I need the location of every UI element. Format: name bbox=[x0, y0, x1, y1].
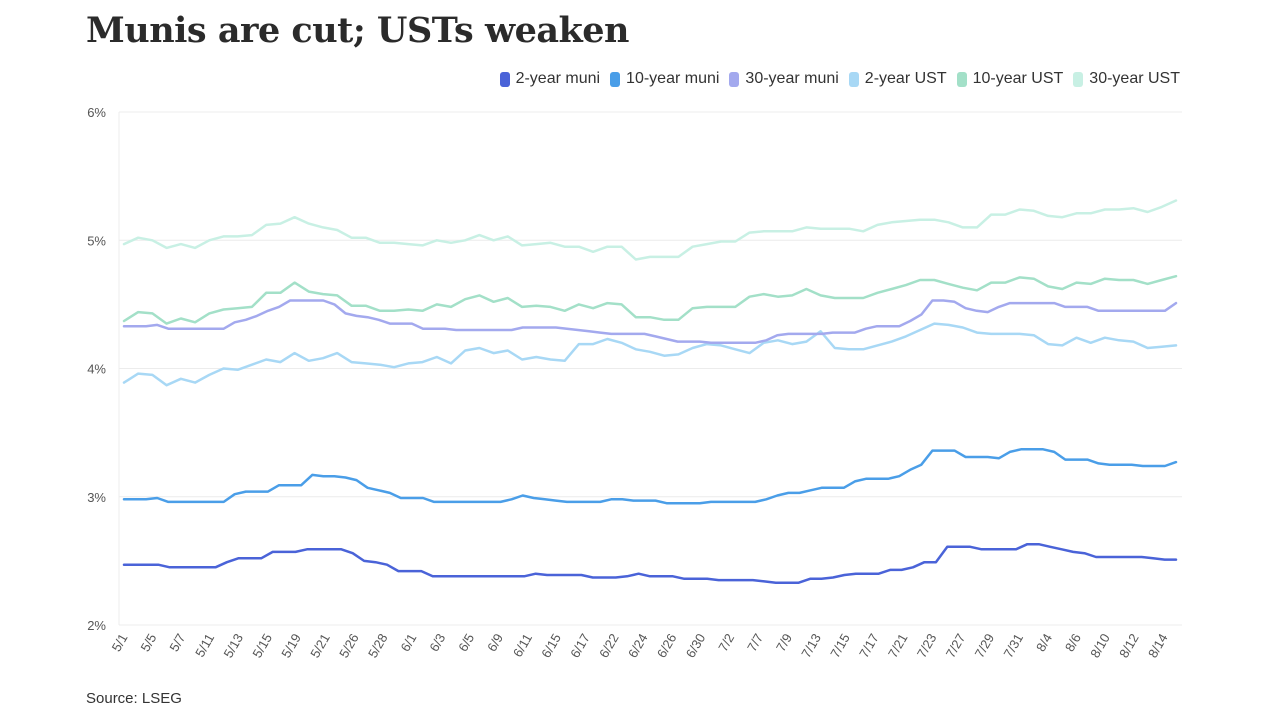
x-tick-label: 7/7 bbox=[744, 631, 766, 654]
x-tick-label: 6/24 bbox=[625, 631, 651, 660]
legend-swatch bbox=[610, 71, 621, 87]
x-tick-label: 5/26 bbox=[336, 631, 362, 660]
x-tick-label: 5/21 bbox=[307, 631, 333, 660]
x-tick-label: 8/4 bbox=[1033, 631, 1055, 654]
x-tick-label: 5/11 bbox=[192, 631, 217, 660]
x-tick-label: 6/5 bbox=[455, 631, 477, 654]
y-tick-label: 6% bbox=[87, 105, 106, 120]
x-tick-label: 7/17 bbox=[856, 631, 882, 660]
x-tick-label: 7/31 bbox=[1001, 631, 1027, 660]
legend-item: 30-year UST bbox=[1073, 70, 1180, 88]
x-tick-label: 7/15 bbox=[827, 631, 853, 660]
series-line bbox=[122, 448, 1178, 505]
x-tick-label: 6/30 bbox=[683, 631, 709, 660]
series-line bbox=[122, 542, 1178, 584]
x-tick-label: 7/29 bbox=[972, 631, 998, 660]
legend-label: 2-year UST bbox=[864, 70, 947, 87]
x-tick-label: 5/28 bbox=[365, 631, 391, 660]
y-tick-label: 5% bbox=[87, 233, 106, 248]
x-tick-label: 6/3 bbox=[426, 631, 448, 654]
x-tick-label: 5/13 bbox=[221, 631, 247, 660]
legend-label: 30-year muni bbox=[745, 70, 839, 87]
legend-swatch bbox=[1073, 71, 1084, 87]
legend-swatch bbox=[848, 71, 859, 87]
legend-swatch bbox=[499, 71, 510, 87]
x-tick-label: 8/10 bbox=[1087, 631, 1113, 660]
x-tick-label: 5/1 bbox=[109, 631, 131, 654]
legend-item: 10-year muni bbox=[610, 70, 719, 88]
x-tick-label: 5/5 bbox=[137, 631, 159, 654]
x-tick-label: 6/1 bbox=[397, 631, 419, 654]
y-axis: 2% 3% 4% 5% 6% bbox=[87, 105, 106, 633]
series-line bbox=[122, 274, 1178, 325]
x-tick-label: 5/19 bbox=[278, 631, 304, 660]
legend-swatch bbox=[729, 71, 740, 87]
y-tick-label: 2% bbox=[87, 618, 106, 633]
x-tick-label: 6/9 bbox=[484, 631, 506, 654]
x-tick-label: 8/14 bbox=[1145, 631, 1171, 660]
x-tick-label: 7/23 bbox=[914, 631, 940, 660]
x-tick-label: 7/27 bbox=[943, 631, 969, 660]
x-tick-label: 5/15 bbox=[249, 631, 275, 660]
x-tick-label: 8/6 bbox=[1062, 631, 1084, 654]
x-tick-label: 7/2 bbox=[715, 631, 737, 654]
y-tick-label: 3% bbox=[87, 490, 106, 505]
legend-label: 10-year muni bbox=[626, 70, 720, 87]
gridlines bbox=[118, 111, 1182, 626]
legend-item: 10-year UST bbox=[956, 70, 1064, 88]
series-line bbox=[122, 322, 1178, 387]
series-line bbox=[122, 199, 1178, 261]
legend-swatch bbox=[956, 71, 967, 87]
x-tick-label: 7/9 bbox=[773, 631, 795, 654]
y-tick-label: 4% bbox=[87, 362, 106, 377]
x-tick-label: 6/17 bbox=[567, 631, 593, 660]
series-line bbox=[122, 299, 1178, 345]
legend-label: 2-year muni bbox=[515, 70, 601, 87]
x-tick-label: 6/22 bbox=[596, 631, 622, 660]
x-tick-label: 6/15 bbox=[538, 631, 564, 660]
legend-item: 30-year muni bbox=[729, 70, 839, 88]
legend-label: 10-year UST bbox=[972, 70, 1064, 87]
x-tick-label: 5/7 bbox=[166, 631, 188, 654]
x-tick-label: 6/11 bbox=[510, 631, 535, 660]
legend-item: 2-year muni bbox=[499, 70, 601, 88]
x-tick-label: 6/26 bbox=[654, 631, 680, 660]
legend-label: 30-year UST bbox=[1089, 70, 1180, 87]
x-tick-label: 7/21 bbox=[885, 631, 911, 660]
series-lines bbox=[122, 199, 1178, 584]
x-tick-label: 8/12 bbox=[1116, 631, 1142, 660]
x-axis: 5/1 5/5 5/7 5/11 5/13 5/15 5/19 5/21 5/26 5/28 6/1… bbox=[109, 631, 1171, 660]
source-note: Source: LSEG bbox=[86, 690, 182, 707]
line-chart: 2% 3% 4% 5% 6% 5/1 5/5 5/7 5/11 5/13 5/15 5/19 5/21… bbox=[87, 105, 1182, 660]
chart-title: Munis are cut; USTs weaken bbox=[86, 10, 629, 51]
legend: 2-year muni 10-year muni 30-year muni 2-yea… bbox=[499, 70, 1180, 88]
x-tick-label: 7/13 bbox=[798, 631, 824, 660]
legend-item: 2-year UST bbox=[848, 70, 947, 88]
